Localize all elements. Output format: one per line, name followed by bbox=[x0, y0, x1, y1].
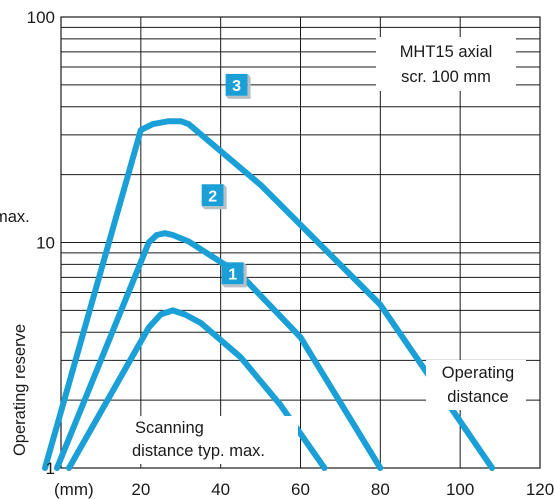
y-tick-label: 100 bbox=[27, 8, 55, 27]
max-edge-label: max. bbox=[0, 208, 30, 226]
operating-distance-line1: Operating bbox=[442, 364, 514, 382]
sensor-label-line2: scr. 100 mm bbox=[401, 68, 491, 86]
y-axis-label: Operating reserve bbox=[11, 324, 29, 456]
curve-1 bbox=[66, 307, 328, 471]
badge-3: 3 bbox=[225, 73, 251, 99]
badge-label: 2 bbox=[208, 188, 217, 205]
operating-distance-box bbox=[426, 360, 526, 410]
badge-1: 1 bbox=[221, 262, 247, 288]
x-tick-label: 120 bbox=[526, 480, 554, 499]
badge-shadow bbox=[201, 184, 227, 210]
operating-distance-line2: distance bbox=[447, 388, 508, 406]
curve-3 bbox=[42, 118, 496, 471]
scanning-distance-line2: distance typ. max. bbox=[132, 442, 265, 460]
badge-box bbox=[201, 184, 224, 207]
badge-shadow bbox=[221, 262, 247, 288]
curve-badges: 1 2 3 bbox=[201, 73, 251, 288]
badge-2: 2 bbox=[201, 184, 227, 210]
scanning-distance-line1: Scanning bbox=[135, 419, 204, 437]
x-axis-label: (mm) bbox=[54, 480, 94, 499]
plot-frame bbox=[60, 16, 541, 469]
x-tick-label: 100 bbox=[446, 480, 474, 499]
curves bbox=[42, 118, 496, 471]
x-tick-label: 60 bbox=[291, 480, 310, 499]
curve-2 bbox=[54, 230, 384, 471]
badge-label: 3 bbox=[232, 78, 241, 95]
x-tick-label: 20 bbox=[131, 480, 150, 499]
x-tick-label: 40 bbox=[211, 480, 230, 499]
scanning-distance-box bbox=[130, 416, 298, 464]
sensor-label-line1: MHT15 axial bbox=[400, 43, 493, 61]
badge-box bbox=[225, 73, 248, 96]
badge-shadow bbox=[225, 73, 251, 99]
badge-box bbox=[221, 262, 244, 285]
y-tick-label: 10 bbox=[36, 234, 55, 253]
x-tick-label: 80 bbox=[371, 480, 390, 499]
sensor-label-box bbox=[376, 37, 516, 91]
badge-label: 1 bbox=[228, 266, 237, 283]
y-tick-label: 1 bbox=[46, 459, 55, 478]
